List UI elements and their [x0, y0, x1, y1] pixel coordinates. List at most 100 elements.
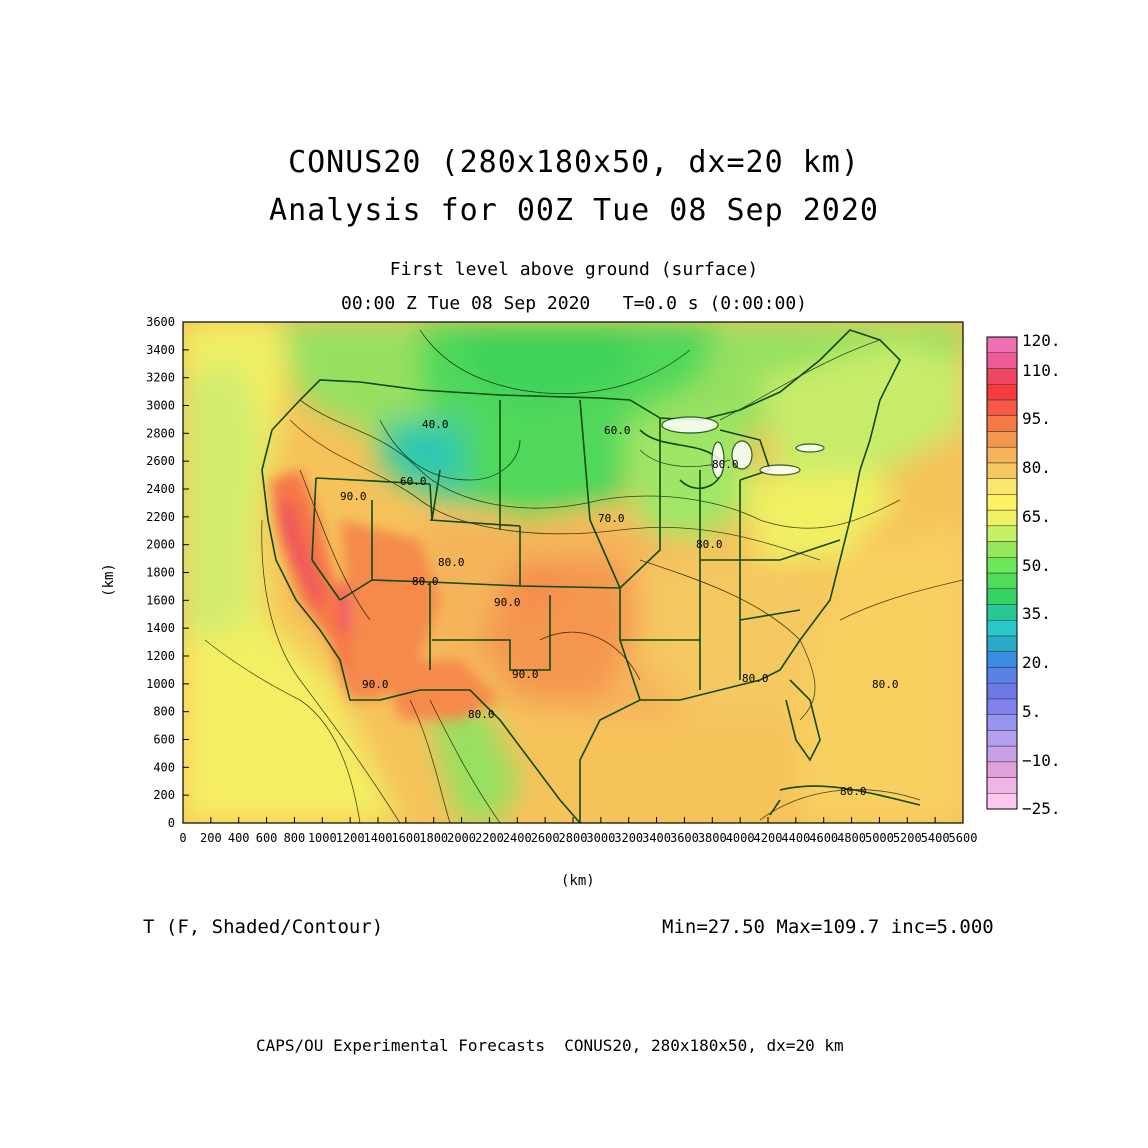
colorbar-swatch: [986, 667, 1018, 684]
subtitle-line-1: First level above ground (surface): [389, 259, 759, 280]
x-tick-label: 2400: [503, 831, 532, 845]
colorbar-label: 95.: [1022, 409, 1051, 428]
colorbar-swatch: [986, 383, 1018, 401]
contour-label: 80.0: [412, 575, 439, 588]
contour-label: 80.0: [468, 708, 495, 721]
y-tick-label: 0: [168, 816, 175, 830]
y-tick-label: 3000: [146, 399, 175, 413]
stats-label: Min=27.50 Max=109.7 inc=5.000: [662, 916, 994, 938]
colorbar-swatch: [986, 446, 1018, 464]
contour-label: 90.0: [512, 668, 539, 681]
y-tick-label: 1600: [146, 593, 175, 607]
x-tick-label: 1000: [308, 831, 337, 845]
variable-label: T (F, Shaded/Contour): [143, 916, 384, 938]
colorbar-swatch: [986, 415, 1018, 432]
colorbar-swatch: [986, 557, 1018, 574]
colorbar-swatch: [986, 494, 1018, 511]
colorbar-label: 120.: [1022, 331, 1061, 350]
y-tick-label: 2800: [146, 426, 175, 440]
y-tick-label: 2600: [146, 454, 175, 468]
x-tick-label: 5400: [921, 831, 950, 845]
contour-label: 80.0: [712, 458, 739, 471]
x-axis: 0 200 400 600 800 100012001400160018002000220…: [179, 817, 977, 845]
contour-labels: 40.0 60.0 80.0 60.0 90.0 70.0 80.0 80.0 90.0 90.0…: [340, 418, 899, 798]
contour-label: 60.0: [400, 475, 427, 488]
contour-label: 80.0: [840, 785, 867, 798]
colorbar-label: 80.: [1022, 458, 1051, 477]
x-tick-label: 400: [228, 831, 250, 845]
colorbar-swatch: [986, 793, 1018, 810]
x-tick-label: 1800: [419, 831, 448, 845]
y-axis-label: (km): [100, 563, 117, 597]
colorbar-swatch: [986, 730, 1018, 747]
title-line-1: CONUS20 (280x180x50, dx=20 km): [288, 145, 860, 180]
colorbar-swatch: [986, 761, 1018, 778]
y-tick-label: 1000: [146, 677, 175, 691]
colorbar-swatch: [986, 714, 1018, 731]
colorbar-frame: [986, 336, 1018, 810]
y-tick-label: 3200: [146, 371, 175, 385]
x-tick-label: 0: [179, 831, 186, 845]
x-tick-label: 4800: [837, 831, 866, 845]
x-tick-label: 1600: [391, 831, 420, 845]
x-axis-label: (km): [561, 873, 595, 889]
colorbar-swatch: [986, 368, 1018, 385]
contour-label: 90.0: [362, 678, 389, 691]
x-tick-label: 4200: [754, 831, 783, 845]
y-tick-label: 2200: [146, 510, 175, 524]
x-tick-label: 1200: [336, 831, 365, 845]
x-tick-label: 5200: [893, 831, 922, 845]
y-tick-label: 1800: [146, 566, 175, 580]
colorbar-swatch: [986, 572, 1018, 589]
x-tick-label: 2000: [447, 831, 476, 845]
y-tick-label: 1400: [146, 621, 175, 635]
x-tick-label: 4000: [726, 831, 755, 845]
contour-label: 80.0: [696, 538, 723, 551]
colorbar-label: −25.: [1022, 799, 1061, 818]
colorbar-swatch: [986, 352, 1018, 369]
x-tick-label: 3600: [670, 831, 699, 845]
y-tick-label: 600: [153, 733, 175, 747]
contour-label: 80.0: [438, 556, 465, 569]
colorbar-swatch: [986, 651, 1018, 668]
colorbar-label: −10.: [1022, 751, 1061, 770]
colorbar-swatch: [986, 399, 1018, 416]
x-tick-label: 3400: [642, 831, 671, 845]
contour-label: 80.0: [872, 678, 899, 691]
colorbar-swatch: [986, 525, 1018, 542]
colorbar-swatch: [986, 336, 1018, 353]
contour-label: 40.0: [422, 418, 449, 431]
x-tick-label: 800: [284, 831, 306, 845]
contour-label: 60.0: [604, 424, 631, 437]
y-tick-label: 3400: [146, 343, 175, 357]
x-tick-label: 2600: [531, 831, 560, 845]
lakes: [661, 416, 825, 479]
colorbar-swatch: [986, 509, 1018, 527]
colorbar-swatch: [986, 541, 1018, 558]
colorbar-swatch: [986, 682, 1018, 700]
x-tick-label: 2200: [475, 831, 504, 845]
colorbar-swatch: [986, 462, 1018, 479]
title-line-2: Analysis for 00Z Tue 08 Sep 2020: [269, 193, 879, 228]
contour-label: 90.0: [340, 490, 367, 503]
y-tick-label: 1200: [146, 649, 175, 663]
credit-label: CAPS/OU Experimental Forecasts CONUS20, …: [256, 1036, 844, 1055]
colorbar-label: 110.: [1022, 361, 1061, 380]
colorbar: 120. 110. 95. 80. 65. 50. 35. 20. 5. −10. −25.: [986, 331, 1061, 818]
contour-label: 70.0: [598, 512, 625, 525]
x-tick-label: 600: [256, 831, 278, 845]
colorbar-swatch: [986, 588, 1018, 605]
y-axis: 0 200 400 600 800 1000 1200 1400 1600 1800 2000 220…: [146, 315, 189, 830]
colorbar-swatch: [986, 431, 1018, 448]
colorbar-label: 20.: [1022, 653, 1051, 672]
colorbar-swatch: [986, 478, 1018, 495]
subtitle-line-2: 00:00 Z Tue 08 Sep 2020 T=0.0 s (0:00:00…: [341, 293, 807, 314]
x-tick-label: 1400: [364, 831, 393, 845]
y-tick-label: 400: [153, 760, 175, 774]
colorbar-swatch: [986, 698, 1018, 715]
x-tick-label: 4400: [781, 831, 810, 845]
colorbar-label: 35.: [1022, 604, 1051, 623]
x-tick-label: 3000: [586, 831, 615, 845]
colorbar-swatch: [986, 777, 1018, 794]
